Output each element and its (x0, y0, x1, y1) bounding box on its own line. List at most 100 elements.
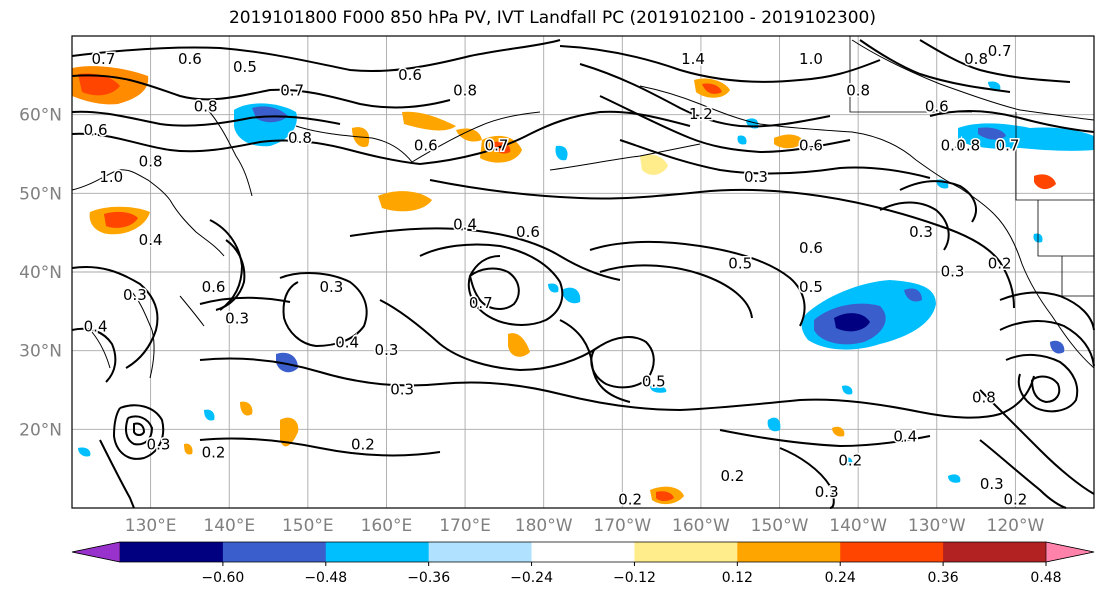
shade-moderate-negative (1050, 340, 1065, 354)
contour-label: 0.6 (799, 137, 823, 155)
contour-label: 0.2 (720, 467, 744, 485)
colorbar-tick-label: 0.36 (928, 570, 959, 586)
latitude-label: 30°N (19, 342, 62, 362)
pv-shading (72, 66, 1094, 505)
contour-label: 0.5 (642, 373, 666, 391)
colorbar-swatch (737, 542, 841, 562)
longitude-label: 150°W (751, 516, 809, 536)
shade-positive (378, 191, 432, 212)
colorbar-swatch (840, 542, 944, 562)
contour-label: 1.0 (99, 168, 123, 186)
longitude-label: 180°W (515, 516, 573, 536)
contour-label: 0.3 (375, 341, 399, 359)
latitude-label: 50°N (19, 184, 62, 204)
shade-negative (737, 135, 747, 145)
shade-negative (78, 447, 91, 457)
contour-label: 0.4 (453, 215, 477, 233)
contour-label: 1.2 (689, 105, 713, 123)
contour-label: 0.6 (178, 50, 202, 68)
shade-strong-negative (834, 313, 870, 332)
colorbar-tick-label: −0.12 (613, 570, 656, 586)
contour-labels: 0.7 0.6 0.5 0.6 0.8 0.7 0.8 0.6 0.6 0.7 0.8 1.4 1.0 0… (82, 41, 1029, 510)
latitude-label: 20°N (19, 420, 62, 440)
shade-negative (204, 409, 215, 421)
colorbar-extend-low (71, 541, 121, 563)
contour-label: 0.3 (225, 310, 249, 328)
contour-label: 0.8 (956, 137, 980, 155)
longitude-label: 130°E (125, 516, 177, 536)
contour-label: 0.4 (84, 318, 108, 336)
shade-positive (640, 154, 668, 175)
colorbar-tick-label: −0.24 (510, 570, 553, 586)
contour-label: 0.6 (414, 137, 438, 155)
colorbar-tick-label: −0.36 (407, 570, 450, 586)
shade-negative (767, 417, 781, 432)
shade-positive (456, 128, 482, 142)
contour-label: 0.7 (469, 294, 493, 312)
contour-label: 0.7 (280, 82, 304, 100)
colorbar-swatch (943, 542, 1047, 562)
colorbar-tick-label: 0.12 (722, 570, 753, 586)
contour-label: 0.3 (980, 475, 1004, 493)
latitude-label: 40°N (19, 263, 62, 283)
contour-label: 0.4 (893, 428, 917, 446)
shade-negative (650, 385, 667, 393)
shade-negative (988, 81, 1001, 91)
contour-label: 1.4 (681, 50, 705, 68)
contour-label: 0.6 (202, 278, 226, 296)
shade-strong-negative (252, 106, 288, 123)
latitude-labels: 60°N 50°N 40°N 30°N 20°N (19, 106, 62, 441)
contour-label: 0.8 (194, 97, 218, 115)
shade-positive (774, 134, 804, 149)
shade-negative (555, 145, 568, 161)
contour-label: 0.2 (1003, 491, 1027, 509)
shade-positive (832, 426, 845, 437)
colorbar-tick-label: −0.60 (201, 570, 244, 586)
contour-label: 0.6 (84, 121, 108, 139)
shade-negative (846, 457, 853, 467)
contour-label: 0.6 (799, 239, 823, 257)
contour-label: 0.6 (516, 223, 540, 241)
contour-label: 0.2 (618, 491, 642, 509)
shade-strong-positive (656, 491, 674, 501)
shade-positive (240, 401, 253, 416)
contour-label: 0.5 (233, 58, 257, 76)
colorbar-tick-label: 0.24 (825, 570, 856, 586)
longitude-label: 160°E (361, 516, 413, 536)
contour-label: 0.7 (996, 137, 1020, 155)
contour-label: 0.8 (288, 129, 312, 147)
contour-label: 0.3 (941, 263, 965, 281)
contour-label: 0.3 (815, 483, 839, 501)
contour-label: 0.7 (988, 42, 1012, 60)
contour-label: 0.3 (744, 168, 768, 186)
shade-positive (508, 333, 530, 357)
longitude-label: 160°W (672, 516, 730, 536)
shade-positive (280, 417, 299, 447)
longitude-label: 140°W (829, 516, 887, 536)
contour-label: 0.3 (320, 278, 344, 296)
longitude-label: 120°W (987, 516, 1045, 536)
contour-label: 0.3 (123, 286, 147, 304)
shade-strong-negative (978, 127, 1006, 140)
contour-label: 0.3 (147, 436, 171, 454)
longitude-label: 150°E (282, 516, 334, 536)
map-frame (71, 35, 1095, 509)
contour-label: 0.6 (925, 97, 949, 115)
contour-label: 0.2 (988, 255, 1012, 273)
shade-strong-positive (1034, 174, 1056, 190)
longitude-labels: 130°E 140°E 150°E 160°E 170°E 180°W 170°W 160°W… (125, 516, 1045, 536)
contour-label: 0.3 (390, 381, 414, 399)
contour-label: 0.7 (485, 137, 509, 155)
shade-strong-positive (702, 83, 722, 94)
colorbar-swatch (634, 542, 738, 562)
contour-label: 0.8 (139, 152, 163, 170)
colorbar-tick-label: −0.48 (304, 570, 347, 586)
longitude-label: 140°E (203, 516, 255, 536)
coastlines (71, 39, 1095, 379)
longitude-label: 170°E (439, 516, 491, 536)
shade-strong-positive (78, 73, 120, 96)
colorbar-swatch (120, 542, 224, 562)
contour-label: 0.5 (728, 255, 752, 273)
contour-label: 0.2 (838, 451, 862, 469)
contour-label: 1.0 (799, 50, 823, 68)
